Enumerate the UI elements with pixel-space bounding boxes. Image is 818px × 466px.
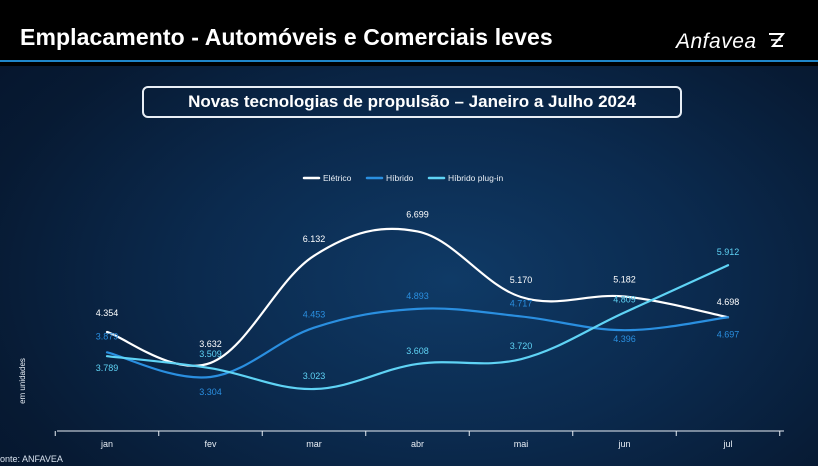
chart-title-box: Novas tecnologias de propulsão – Janeiro… [142, 86, 682, 118]
data-label-eletrico: 5.170 [510, 275, 533, 285]
data-label-eletrico: 3.632 [199, 339, 222, 349]
data-label-plugin: 3.720 [510, 341, 533, 351]
x-tick-label-fev: fev [204, 439, 217, 449]
source-note: onte: ANFAVEA [0, 454, 63, 464]
legend-label-plugin: Híbrido plug-in [448, 173, 504, 183]
data-label-hibrido: 4.396 [613, 334, 636, 344]
data-label-plugin: 3.789 [96, 363, 119, 373]
legend-label-hibrido: Híbrido [386, 173, 414, 183]
data-label-plugin: 3.509 [199, 349, 222, 359]
legend-label-eletrico: Elétrico [323, 173, 352, 183]
anfavea-logo-icon [769, 33, 785, 47]
brand-name: Anfavea [676, 30, 757, 53]
x-tick-label-jan: jan [100, 439, 113, 449]
chart-title: Novas tecnologias de propulsão – Janeiro… [188, 92, 636, 111]
page-title: Emplacamento - Automóveis e Comerciais l… [20, 24, 553, 50]
data-label-plugin: 3.023 [303, 371, 326, 381]
data-label-hibrido: 4.453 [303, 310, 326, 320]
data-label-plugin: 3.608 [406, 346, 429, 356]
data-label-plugin: 4.809 [613, 294, 636, 304]
data-label-hibrido: 4.717 [510, 298, 533, 308]
data-label-eletrico: 4.354 [96, 308, 119, 318]
x-tick-label-jun: jun [617, 439, 630, 449]
data-label-hibrido: 4.697 [717, 329, 740, 339]
data-label-hibrido: 4.893 [406, 291, 429, 301]
x-tick-label-abr: abr [411, 439, 424, 449]
data-label-eletrico: 5.182 [613, 274, 636, 284]
data-label-eletrico: 6.132 [303, 234, 326, 244]
header-divider [0, 60, 818, 62]
x-tick-label-mai: mai [514, 439, 529, 449]
header-bar [0, 0, 818, 66]
data-label-hibrido: 3.879 [96, 331, 119, 341]
data-label-plugin: 5.912 [717, 247, 740, 257]
x-tick-label-mar: mar [306, 439, 322, 449]
data-label-hibrido: 3.304 [199, 387, 222, 397]
y-axis-label: em unidades [18, 358, 27, 404]
data-label-eletrico: 6.699 [406, 209, 429, 219]
data-label-eletrico: 4.698 [717, 297, 740, 307]
x-tick-label-jul: jul [722, 439, 732, 449]
